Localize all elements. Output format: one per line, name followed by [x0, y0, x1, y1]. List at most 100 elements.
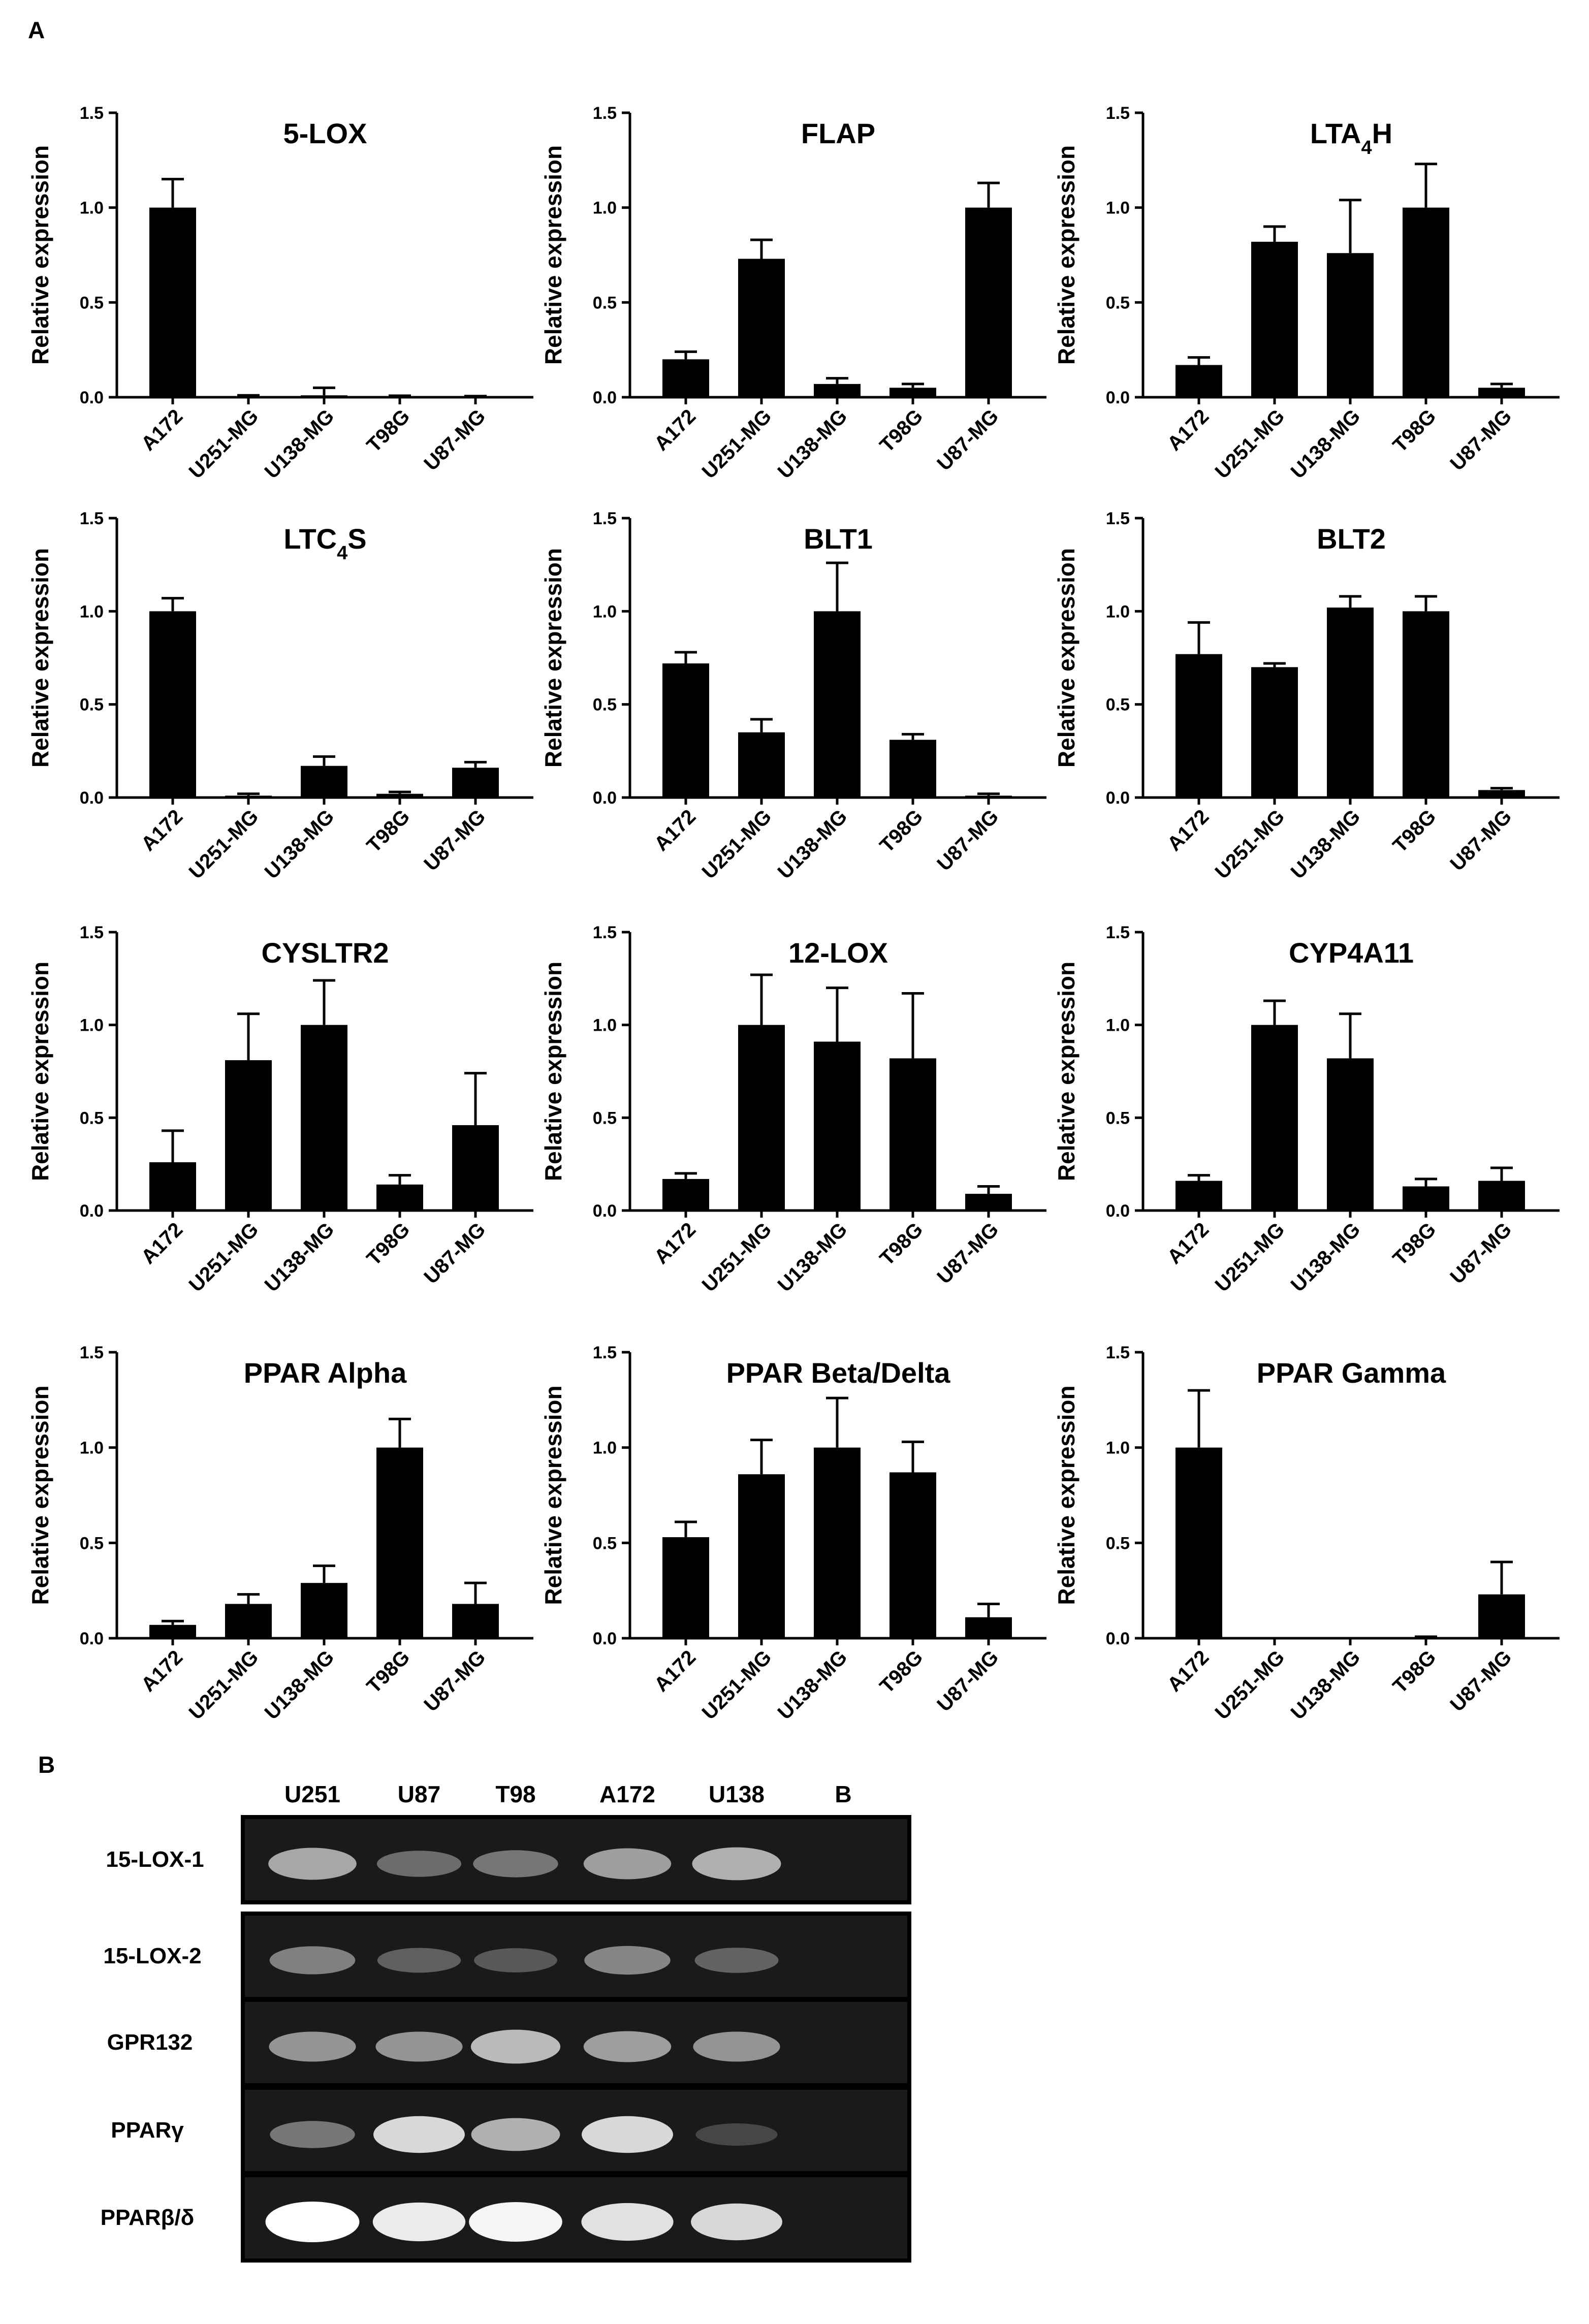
y-axis-label: Relative expression: [27, 145, 53, 365]
gel-strip: [241, 2086, 911, 2175]
bar: [814, 611, 861, 798]
chart-9: 0.0 0.5 1.0 1.5 Relative expression CYP4A11 A1…: [1053, 923, 1560, 1296]
y-tick-label: 1.0: [1106, 602, 1130, 621]
gel-row-label: 15-LOX-2: [103, 1944, 201, 1968]
bar: [889, 1058, 936, 1211]
gel-band: [269, 2031, 356, 2062]
gel-band: [474, 1948, 557, 1972]
bar: [1478, 388, 1525, 397]
bar: [1478, 790, 1525, 798]
y-tick-label: 0.0: [593, 1629, 617, 1648]
gel-band: [471, 2118, 560, 2151]
category-label: U87-MG: [1446, 405, 1516, 475]
bar: [814, 1447, 861, 1638]
category-label: A172: [137, 805, 187, 855]
category-label: U138-MG: [774, 805, 852, 883]
category-label: U251-MG: [1211, 1646, 1289, 1724]
gel-band: [269, 1946, 356, 1975]
y-tick-label: 0.0: [80, 388, 104, 407]
y-tick-label: 1.5: [80, 1343, 104, 1362]
chart-3: 0.0 0.5 1.0 1.5 Relative expression LTA4H A172…: [1053, 104, 1560, 483]
category-label: U251-MG: [698, 1218, 776, 1296]
gel-band: [582, 2116, 673, 2153]
bar: [662, 663, 709, 798]
bar: [662, 1537, 709, 1638]
y-axis-label: Relative expression: [540, 145, 566, 365]
category-label: U138-MG: [261, 1646, 339, 1724]
bar: [149, 1625, 196, 1638]
category-label: U138-MG: [1287, 405, 1365, 483]
category-label: T98G: [363, 405, 415, 457]
y-axis-label: Relative expression: [1053, 1385, 1079, 1605]
bar: [1175, 1447, 1222, 1638]
bar: [1175, 654, 1222, 798]
y-tick-label: 1.0: [80, 1016, 104, 1035]
category-label: U251-MG: [1211, 1218, 1289, 1296]
category-label: U251-MG: [698, 805, 776, 883]
category-label: U87-MG: [933, 805, 1003, 875]
category-label: A172: [650, 405, 701, 455]
bar: [1251, 667, 1298, 798]
chart-title: CYP4A11: [1289, 937, 1414, 969]
y-tick-label: 0.5: [80, 293, 104, 312]
gel-band: [265, 2202, 360, 2242]
gel-band: [270, 2121, 355, 2148]
bar: [225, 396, 272, 397]
y-tick-label: 0.0: [80, 1629, 104, 1648]
category-label: U251-MG: [698, 1646, 776, 1724]
y-axis-label: Relative expression: [540, 548, 566, 768]
category-label: U87-MG: [1446, 1646, 1516, 1716]
bar: [1175, 1181, 1222, 1211]
chart-title: BLT2: [1317, 523, 1386, 555]
bar: [376, 1447, 423, 1638]
gel-row: 15-LOX-2: [103, 1912, 911, 2001]
y-tick-label: 1.0: [593, 199, 617, 218]
y-tick-label: 0.0: [80, 1201, 104, 1221]
gel-band: [583, 1848, 672, 1880]
bar: [814, 1041, 861, 1211]
bar: [149, 207, 196, 397]
panel-a-label: A: [28, 17, 45, 43]
category-label: U138-MG: [1287, 1218, 1365, 1296]
chart-11: 0.0 0.5 1.0 1.5 Relative expression PPAR Beta…: [540, 1343, 1046, 1724]
gel-band: [692, 1847, 781, 1881]
y-tick-label: 0.5: [593, 293, 617, 312]
category-label: A172: [650, 1646, 701, 1696]
chart-title: CYSLTR2: [262, 937, 389, 969]
category-label: U251-MG: [185, 805, 263, 883]
category-label: A172: [1163, 1646, 1214, 1696]
bar: [738, 259, 785, 397]
gel-strip: [241, 1912, 911, 2001]
y-axis-label: Relative expression: [1053, 145, 1079, 365]
category-label: A172: [1163, 1218, 1214, 1268]
chart-title: PPAR Alpha: [244, 1357, 407, 1389]
bar: [738, 1025, 785, 1211]
bar: [965, 207, 1012, 397]
category-label: U87-MG: [420, 805, 490, 875]
bar: [376, 1184, 423, 1211]
gel-band: [469, 2202, 562, 2242]
chart-4: 0.0 0.5 1.0 1.5 Relative expression LTC4S A172…: [27, 509, 533, 883]
bar: [1403, 611, 1449, 798]
category-label: A172: [137, 1646, 187, 1696]
category-label: U87-MG: [420, 1646, 490, 1716]
gel-row: 15-LOX-1: [106, 1815, 911, 1904]
bar-chart-grid: 0.0 0.5 1.0 1.5 Relative expression 5-LOX A172…: [27, 104, 1560, 1724]
y-axis-label: Relative expression: [27, 1385, 53, 1605]
gel-band: [373, 2116, 465, 2153]
y-tick-label: 0.0: [593, 388, 617, 407]
gel-row: GPR132: [107, 1998, 911, 2087]
bar: [738, 732, 785, 798]
category-label: U138-MG: [774, 1646, 852, 1724]
bar: [1327, 1058, 1374, 1211]
gel-band: [473, 1850, 558, 1877]
gel-row-label: PPARγ: [111, 2118, 184, 2143]
category-label: T98G: [363, 1218, 415, 1270]
category-label: U138-MG: [774, 405, 852, 483]
category-label: U87-MG: [1446, 1218, 1516, 1288]
y-tick-label: 0.5: [593, 1534, 617, 1553]
gel-band: [376, 1851, 462, 1877]
